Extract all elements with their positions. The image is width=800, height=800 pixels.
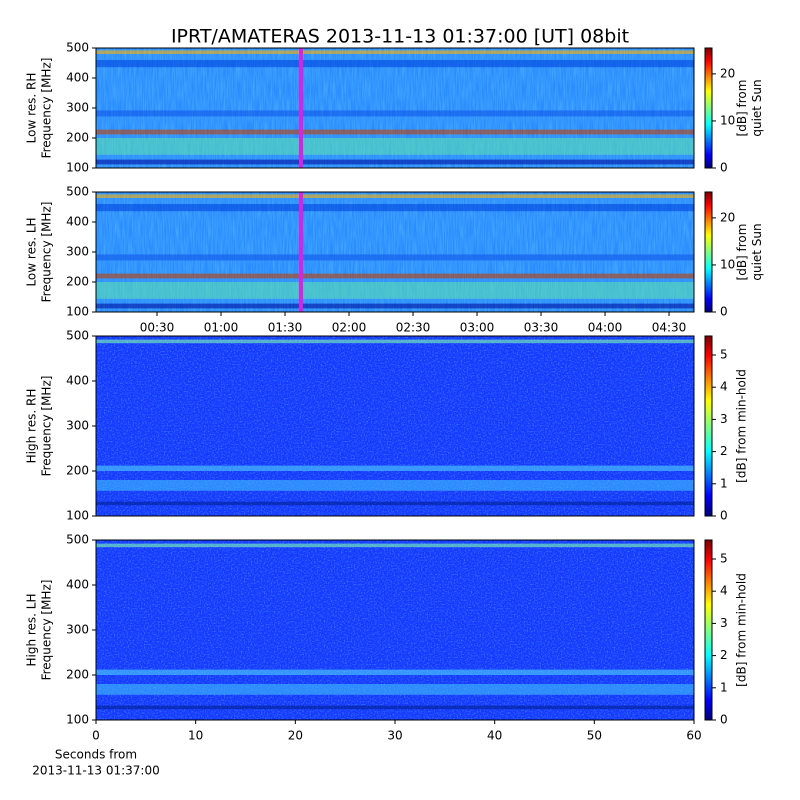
y-tick-label: 400 <box>66 215 89 229</box>
x-tick-label: 04:00 <box>588 321 623 335</box>
x-tick-label: 50 <box>587 729 602 743</box>
spectrogram-band <box>96 194 694 198</box>
y-axis-label: High res. LH <box>25 593 39 666</box>
spectrogram-band <box>96 669 694 675</box>
spectrogram-band <box>96 159 694 165</box>
y-tick-label: 500 <box>66 41 89 55</box>
colorbar <box>704 47 713 169</box>
y-tick-label: 100 <box>66 305 89 319</box>
colorbar-tick-label: 20 <box>720 66 735 80</box>
spectrogram-band <box>96 543 694 548</box>
colorbar <box>704 539 713 721</box>
spectrogram-band <box>96 204 694 212</box>
y-tick-label: 400 <box>66 374 89 388</box>
colorbar <box>704 191 713 313</box>
colorbar-label: [dB] from <box>735 224 749 281</box>
colorbar-tick-label: 4 <box>720 380 728 394</box>
x-tick-label: 01:30 <box>268 321 303 335</box>
spectrogram-band <box>96 282 694 299</box>
x-tick-label: 00:30 <box>140 321 175 335</box>
time-marker <box>299 192 304 312</box>
colorbar-tick-label: 0 <box>720 713 728 727</box>
x-tick-label: 30 <box>387 729 402 743</box>
colorbar-tick-label: 0 <box>720 305 728 319</box>
spectrogram-band <box>96 303 694 309</box>
x-tick-label: 40 <box>487 729 502 743</box>
colorbar <box>704 335 713 517</box>
spectrogram-band <box>96 465 694 471</box>
figure-title: IPRT/AMATERAS 2013-11-13 01:37:00 [UT] 0… <box>171 26 629 48</box>
y-tick-label: 200 <box>66 668 89 682</box>
colorbar-label: [dB] from min-hold <box>735 573 749 687</box>
y-tick-label: 300 <box>66 623 89 637</box>
colorbar-label: [dB] from <box>735 80 749 137</box>
y-tick-label: 300 <box>66 101 89 115</box>
x-tick-label: 02:00 <box>332 321 367 335</box>
y-tick-label: 500 <box>66 329 89 343</box>
spectrogram-band <box>96 501 694 506</box>
time-marker <box>299 48 304 168</box>
x-tick-label: 01:00 <box>204 321 239 335</box>
spectrogram-band <box>96 129 694 135</box>
spectrogram-band <box>96 705 694 710</box>
y-tick-label: 500 <box>66 533 89 547</box>
spectrogram-band <box>96 110 694 117</box>
x-tick-label: 03:30 <box>524 321 559 335</box>
colorbar-tick-label: 5 <box>720 551 728 565</box>
colorbar-tick-label: 1 <box>720 680 728 694</box>
y-tick-label: 400 <box>66 71 89 85</box>
colorbar-label: quiet Sun <box>750 223 764 280</box>
y-tick-label: 200 <box>66 275 89 289</box>
spectrogram-band <box>96 138 694 155</box>
spectrogram-band <box>96 60 694 68</box>
colorbar-tick-label: 10 <box>720 113 735 127</box>
spectrogram-band <box>96 684 694 695</box>
y-tick-label: 100 <box>66 161 89 175</box>
colorbar-tick-label: 0 <box>720 161 728 175</box>
y-axis-label: Frequency [MHz] <box>40 58 54 159</box>
colorbar-tick-label: 2 <box>720 444 728 458</box>
y-axis-label: Low res. LH <box>25 217 39 286</box>
x-tick-label: 0 <box>92 729 100 743</box>
y-axis-label: Frequency [MHz] <box>40 376 54 477</box>
colorbar-tick-label: 20 <box>720 210 735 224</box>
x-tick-label: 02:30 <box>396 321 431 335</box>
x-tick-label: 04:30 <box>652 321 687 335</box>
colorbar-tick-label: 3 <box>720 412 728 426</box>
colorbar-tick-label: 0 <box>720 509 728 523</box>
x-tick-label: 03:00 <box>460 321 495 335</box>
colorbar-tick-label: 3 <box>720 616 728 630</box>
y-tick-label: 500 <box>66 185 89 199</box>
colorbar-label: [dB] from min-hold <box>735 369 749 483</box>
y-tick-label: 400 <box>66 578 89 592</box>
y-axis-label: Frequency [MHz] <box>40 202 54 303</box>
colorbar-label: quiet Sun <box>750 79 764 136</box>
x-tick-label: 20 <box>288 729 303 743</box>
spectrogram-band <box>96 50 694 54</box>
spectrogram-band <box>96 339 694 344</box>
spectrogram-band <box>96 254 694 261</box>
y-axis-label: Frequency [MHz] <box>40 580 54 681</box>
y-tick-label: 100 <box>66 713 89 727</box>
spectrogram-band <box>96 273 694 279</box>
x-tick-label: 60 <box>686 729 701 743</box>
colorbar-tick-label: 4 <box>720 584 728 598</box>
x-axis-label: 2013-11-13 01:37:00 <box>32 764 159 778</box>
colorbar-tick-label: 10 <box>720 257 735 271</box>
x-tick-label: 10 <box>188 729 203 743</box>
colorbar-tick-label: 1 <box>720 476 728 490</box>
y-tick-label: 300 <box>66 419 89 433</box>
x-axis-label: Seconds from <box>55 748 137 762</box>
y-tick-label: 200 <box>66 464 89 478</box>
spectrogram-band <box>96 480 694 491</box>
y-axis-label: High res. RH <box>25 389 39 464</box>
y-axis-label: Low res. RH <box>25 73 39 144</box>
y-tick-label: 200 <box>66 131 89 145</box>
y-tick-label: 100 <box>66 509 89 523</box>
y-tick-label: 300 <box>66 245 89 259</box>
colorbar-tick-label: 2 <box>720 648 728 662</box>
colorbar-tick-label: 5 <box>720 347 728 361</box>
